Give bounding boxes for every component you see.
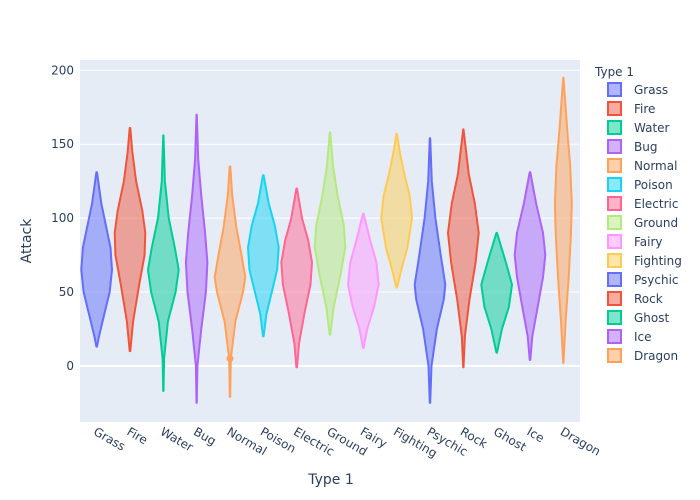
legend-swatch	[607, 158, 622, 173]
violin-ice	[513, 171, 547, 361]
violin-fire	[113, 126, 147, 353]
legend-swatch	[607, 310, 622, 325]
legend-item-label: Dragon	[634, 349, 678, 363]
y-tick-label: 50	[59, 285, 74, 299]
legend-item-label: Fighting	[634, 254, 682, 268]
violin-dragon	[553, 76, 573, 364]
x-tick-label: Bug	[191, 424, 218, 448]
legend-item-label: Grass	[634, 83, 668, 97]
y-tick-label: 0	[66, 359, 74, 373]
legend-item-label: Fairy	[634, 235, 663, 249]
violin-water	[147, 134, 180, 392]
legend-swatch	[607, 177, 622, 192]
y-tick-label: 150	[51, 137, 74, 151]
legend-swatch	[607, 291, 622, 306]
violin-bug	[184, 113, 209, 404]
legend-swatch	[607, 234, 622, 249]
legend-swatch	[607, 348, 622, 363]
legend-item-label: Rock	[634, 292, 663, 306]
legend-swatch	[607, 196, 622, 211]
legend-swatch	[607, 82, 622, 97]
legend-swatch	[607, 329, 622, 344]
violin-poison	[247, 174, 280, 338]
x-tick-label: Fire	[125, 424, 151, 447]
legend-item-label: Ghost	[634, 311, 669, 325]
x-tick-label: Dragon	[558, 424, 603, 458]
legend-item-label: Ground	[634, 216, 678, 230]
violin-ground	[313, 131, 347, 336]
violin-rock	[447, 128, 480, 369]
violin-electric	[280, 187, 313, 369]
violin-ghost	[480, 231, 513, 354]
legend-item-label: Bug	[634, 140, 657, 154]
violin-normal	[213, 165, 247, 398]
legend-swatch	[607, 120, 622, 135]
y-tick-label: 200	[51, 63, 74, 77]
legend-swatch	[607, 139, 622, 154]
violin-grass	[80, 171, 113, 348]
violin-psychic	[413, 137, 447, 404]
outlier-point	[226, 354, 234, 362]
legend-item-label: Electric	[634, 197, 678, 211]
violins	[80, 76, 573, 404]
legend: Type 1 Grass Fire Water Bug Normal Poison Elec…	[594, 65, 682, 363]
legend-swatch	[607, 272, 622, 287]
legend-item-label: Poison	[634, 178, 673, 192]
x-tick-label: Ghost	[491, 424, 529, 454]
x-tick-label: Water	[158, 424, 196, 454]
y-tick-label: 100	[51, 211, 74, 225]
legend-swatch	[607, 101, 622, 116]
violin-fairy	[347, 212, 380, 350]
violin-fighting	[380, 132, 413, 289]
legend-item-label: Ice	[634, 330, 652, 344]
legend-title: Type 1	[594, 65, 634, 79]
x-axis-title: Type 1	[307, 472, 354, 488]
x-tick-label: Grass	[91, 424, 128, 453]
legend-item-label: Water	[634, 121, 670, 135]
y-axis-title: Attack	[19, 218, 35, 264]
legend-item-label: Fire	[634, 102, 655, 116]
legend-swatch	[607, 253, 622, 268]
legend-item-label: Normal	[634, 159, 677, 173]
legend-item-label: Psychic	[634, 273, 679, 287]
y-tick-labels: 0 50 100 150 200	[51, 63, 74, 373]
legend-swatch	[607, 215, 622, 230]
